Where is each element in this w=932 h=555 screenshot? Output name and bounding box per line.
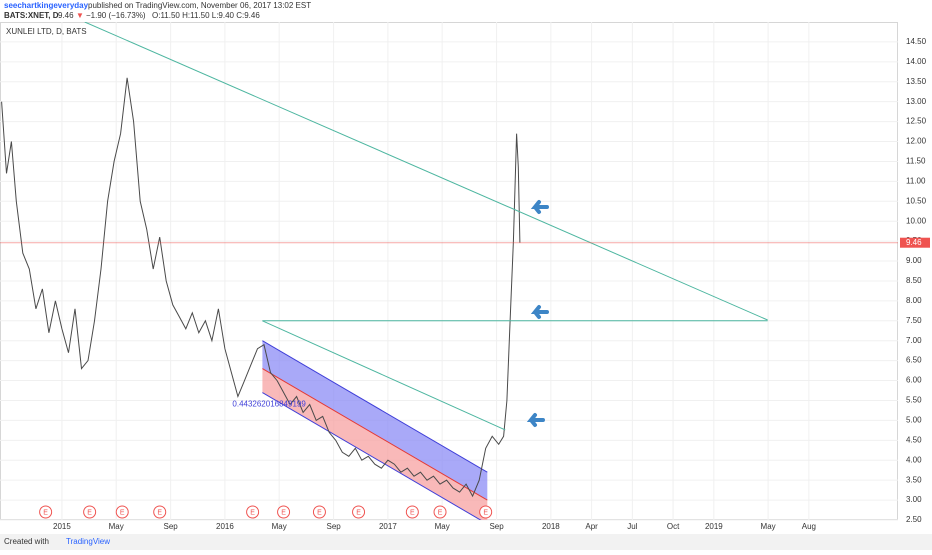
x-tick-label: 2019 <box>705 522 723 531</box>
y-tick-label: 3.00 <box>906 495 922 504</box>
x-tick-label: Apr <box>585 522 598 531</box>
event-label: E <box>317 509 322 516</box>
y-tick-label: 14.00 <box>906 57 927 66</box>
y-tick-label: 11.50 <box>906 157 926 166</box>
footer-created: Created with <box>4 537 49 546</box>
ohlc: O:11.50 H:11.50 L:9.40 C:9.46 <box>152 11 260 20</box>
direction: ▼ <box>76 11 84 20</box>
event-marker <box>246 505 260 519</box>
y-tick-label: 13.50 <box>906 77 927 86</box>
author[interactable]: seechartkingeveryday <box>4 1 89 10</box>
event-marker <box>433 505 447 519</box>
event-marker <box>39 505 53 519</box>
x-tick-label: Oct <box>667 522 680 531</box>
y-tick-label: 3.50 <box>906 475 922 484</box>
y-tick-label: 4.50 <box>906 435 922 444</box>
event-label: E <box>438 509 443 516</box>
event-label: E <box>87 509 92 516</box>
event-label: E <box>157 509 162 516</box>
channel-upper <box>262 340 488 501</box>
y-tick-label: 7.50 <box>906 316 922 325</box>
event-marker <box>479 505 493 519</box>
event-label: E <box>250 509 255 516</box>
event-label: E <box>483 509 488 516</box>
y-tick-label: 5.50 <box>906 396 922 405</box>
y-tick-label: 6.00 <box>906 376 922 385</box>
event-marker <box>312 505 326 519</box>
y-tick-label: 10.50 <box>906 196 927 205</box>
event-label: E <box>120 509 125 516</box>
y-tick-label: 9.00 <box>906 256 922 265</box>
x-tick-label: 2017 <box>379 522 397 531</box>
y-tick-label: 13.00 <box>906 97 927 106</box>
channel-edge <box>262 368 488 501</box>
y-tick-label: 8.50 <box>906 276 922 285</box>
x-tick-label: 2018 <box>542 522 560 531</box>
event-marker <box>153 505 167 519</box>
chart-title: XUNLEI LTD, D, BATS <box>6 27 87 36</box>
y-tick-label: 11.00 <box>906 176 926 185</box>
event-label: E <box>43 509 48 516</box>
footer-brand[interactable]: TradingView <box>66 537 110 546</box>
channel-edge <box>262 340 488 473</box>
channel-edge <box>262 392 482 520</box>
y-tick-label: 2.50 <box>906 515 922 524</box>
event-label: E <box>281 509 286 516</box>
price: 9.46 <box>58 11 74 20</box>
trend-line <box>84 22 768 321</box>
x-tick-label: Sep <box>164 522 179 531</box>
x-tick-label: Sep <box>489 522 504 531</box>
symbol: BATS:XNET, D <box>4 11 59 20</box>
published: published on TradingView.com, November 0… <box>88 1 311 10</box>
event-marker <box>405 505 419 519</box>
y-tick-label: 5.00 <box>906 416 922 425</box>
event-marker <box>277 505 291 519</box>
event-marker <box>352 505 366 519</box>
footer-bar <box>0 534 932 550</box>
arrow <box>530 200 549 214</box>
trend-line <box>262 320 506 431</box>
x-tick-label: Sep <box>326 522 341 531</box>
event-label: E <box>356 509 361 516</box>
price-line <box>1 77 521 498</box>
event-marker <box>83 505 97 519</box>
y-tick-label: 4.00 <box>906 455 922 464</box>
last-price-tag <box>900 237 930 248</box>
x-tick-label: May <box>761 522 776 531</box>
x-tick-label: Jul <box>627 522 637 531</box>
y-tick-label: 7.00 <box>906 336 922 345</box>
y-tick-label: 12.00 <box>906 137 927 146</box>
event-marker <box>115 505 129 519</box>
y-tick-label: 14.50 <box>906 37 927 46</box>
x-tick-label: May <box>272 522 287 531</box>
event-label: E <box>410 509 415 516</box>
arrow <box>530 305 549 319</box>
last-price-label: 9.46 <box>906 238 922 247</box>
arrow <box>526 413 545 427</box>
y-tick-label: 8.00 <box>906 296 922 305</box>
y-tick-label: 10.00 <box>906 216 927 225</box>
x-tick-label: May <box>109 522 124 531</box>
x-tick-label: 2015 <box>53 522 71 531</box>
channel-label: 0.443262016849199 <box>232 400 306 409</box>
x-tick-label: Aug <box>802 522 816 531</box>
x-tick-label: May <box>435 522 450 531</box>
x-tick-label: 2016 <box>216 522 234 531</box>
y-tick-label: 12.50 <box>906 117 927 126</box>
change: −1.90 (−16.73%) <box>86 11 146 20</box>
plot-frame <box>0 22 898 520</box>
channel-lower <box>262 368 488 520</box>
y-tick-label: 6.50 <box>906 356 922 365</box>
